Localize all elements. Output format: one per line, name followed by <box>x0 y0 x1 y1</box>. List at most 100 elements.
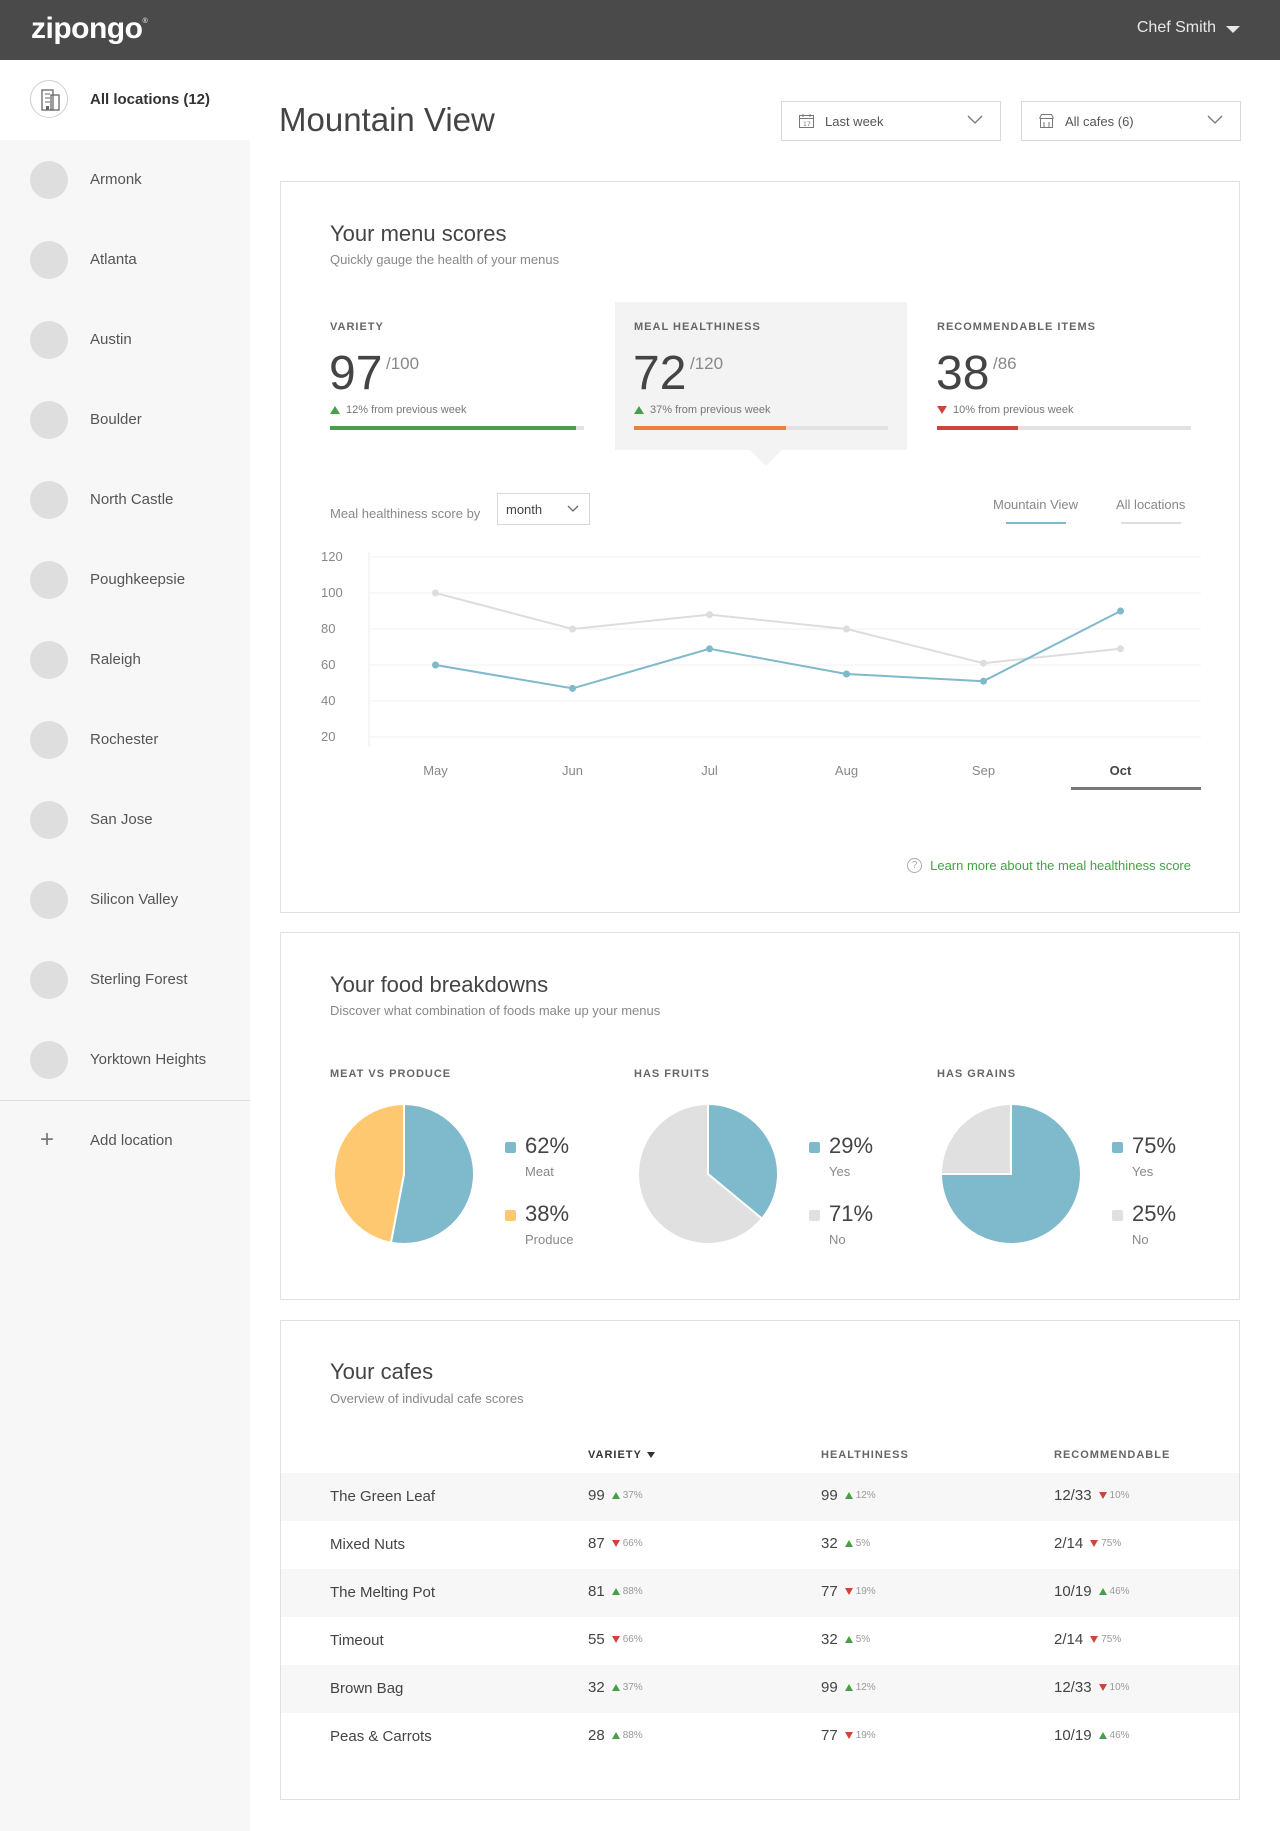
sidebar-item-armonk[interactable]: Armonk <box>0 140 250 220</box>
data-point[interactable] <box>432 661 439 669</box>
pie-slice-meat[interactable] <box>389 1103 475 1245</box>
data-point[interactable] <box>980 677 987 685</box>
location-avatar <box>30 161 68 199</box>
score-tile-meal-healthiness[interactable]: MEAL HEALTHINESS 72/120 37% from previous … <box>615 302 907 466</box>
cafe-score-delta-text: 19% <box>855 1730 876 1741</box>
pie-slice-produce[interactable] <box>333 1103 405 1244</box>
location-avatar <box>30 481 68 519</box>
period-select-value: month <box>506 502 543 517</box>
cafe-score-value: 81 <box>588 1583 605 1600</box>
cafe-score-delta-text: 19% <box>855 1586 876 1597</box>
series-line-all-locations <box>435 592 1121 665</box>
table-row[interactable]: Peas & Carrots 28 88% 77 19% 10/19 46% <box>281 1713 1239 1761</box>
sidebar-item-poughkeepsie[interactable]: Poughkeepsie <box>0 540 250 620</box>
add-location-button[interactable]: + Add location <box>0 1101 250 1181</box>
x-tick-label[interactable]: Sep <box>972 763 995 778</box>
user-menu[interactable]: Chef Smith <box>1137 19 1240 37</box>
cafe-score-delta: 10% <box>1098 1490 1130 1501</box>
chart-by-label: Meal healthiness score by <box>330 506 481 521</box>
data-point[interactable] <box>1117 607 1124 615</box>
zipongo-logo[interactable]: zipongo® <box>31 12 148 45</box>
cafe-score-delta-text: 10% <box>1109 1682 1130 1693</box>
data-point[interactable] <box>569 625 576 633</box>
pie-label: HAS FRUITS <box>634 1068 710 1080</box>
column-header-healthiness[interactable]: HEALTHINESS <box>821 1449 909 1461</box>
tab-active-underline <box>1005 522 1066 524</box>
cafe-score-delta: 19% <box>844 1730 876 1741</box>
sidebar-item-atlanta[interactable]: Atlanta <box>0 220 250 300</box>
arrow-up-icon <box>611 1588 620 1595</box>
tab-mountain-view[interactable]: Mountain View <box>993 497 1078 524</box>
sidebar-item-austin[interactable]: Austin <box>0 300 250 380</box>
pie-block-meat-vs-produce: MEAT VS PRODUCE 62% Meat 38% Produce <box>330 1068 630 1268</box>
legend-swatch <box>505 1210 516 1221</box>
cafe-score-value: 12/33 <box>1054 1679 1092 1696</box>
legend-swatch <box>1112 1210 1123 1221</box>
sidebar-item-north-castle[interactable]: North Castle <box>0 460 250 540</box>
table-row[interactable]: The Green Leaf 99 37% 99 12% 12/33 10% <box>281 1473 1239 1521</box>
table-row[interactable]: Brown Bag 32 37% 99 12% 12/33 10% <box>281 1665 1239 1713</box>
x-tick-label[interactable]: Jun <box>562 763 583 778</box>
sidebar-item-silicon-valley[interactable]: Silicon Valley <box>0 860 250 940</box>
sidebar-item-label: North Castle <box>90 491 174 508</box>
data-point[interactable] <box>706 645 713 653</box>
cafe-score-cell: 2/14 75% <box>1054 1631 1121 1648</box>
sidebar-item-san-jose[interactable]: San Jose <box>0 780 250 860</box>
sidebar-item-boulder[interactable]: Boulder <box>0 380 250 460</box>
sidebar-item-rochester[interactable]: Rochester <box>0 700 250 780</box>
data-point[interactable] <box>706 611 713 619</box>
column-header-variety[interactable]: VARIETY <box>588 1449 655 1461</box>
cafe-score-delta-text: 12% <box>855 1490 876 1501</box>
cafe-score-delta: 5% <box>844 1634 870 1645</box>
pie-slice-no[interactable] <box>940 1103 1012 1175</box>
sidebar-item-yorktown-heights[interactable]: Yorktown Heights <box>0 1020 250 1100</box>
data-point[interactable] <box>1117 645 1124 653</box>
y-tick-label: 100 <box>321 585 343 600</box>
legend-percent: 38% <box>525 1201 570 1226</box>
learn-more-link[interactable]: ? Learn more about the meal healthiness … <box>907 858 1191 873</box>
location-avatar <box>30 401 68 439</box>
table-row[interactable]: Timeout 55 66% 32 5% 2/14 75% <box>281 1617 1239 1665</box>
data-point[interactable] <box>843 670 850 678</box>
tab-all-locations[interactable]: All locations <box>1116 497 1185 524</box>
pie-slice-no[interactable] <box>637 1103 764 1245</box>
location-avatar <box>30 1041 68 1079</box>
top-bar: zipongo® Chef Smith <box>0 0 1280 60</box>
x-tick-label[interactable]: Jul <box>701 763 718 778</box>
cafe-score-delta-text: 88% <box>622 1730 643 1741</box>
column-header-recommendable[interactable]: RECOMMENDABLE <box>1054 1449 1171 1461</box>
data-point[interactable] <box>432 589 439 597</box>
cafe-score-cell: 32 5% <box>821 1535 870 1552</box>
data-point[interactable] <box>569 684 576 692</box>
period-select[interactable]: month <box>497 493 590 525</box>
x-tick-label[interactable]: Oct <box>1110 763 1132 778</box>
date-range-select[interactable]: 17 Last week <box>781 101 1001 141</box>
data-point[interactable] <box>980 659 987 667</box>
cafe-score-delta: 19% <box>844 1586 876 1597</box>
x-tick-label[interactable]: Aug <box>835 763 858 778</box>
cafe-score-cell: 10/19 46% <box>1054 1727 1130 1744</box>
score-tile-variety[interactable]: VARIETY 97/100 12% from previous week <box>311 302 603 450</box>
location-avatar <box>30 721 68 759</box>
cafe-score-cell: 81 88% <box>588 1583 643 1600</box>
y-tick-label: 20 <box>321 729 335 744</box>
location-avatar <box>30 241 68 279</box>
sidebar-item-all-locations[interactable]: All locations (12) <box>0 60 250 140</box>
legend-name: No <box>829 1232 846 1247</box>
table-row[interactable]: Mixed Nuts 87 66% 32 5% 2/14 75% <box>281 1521 1239 1569</box>
sidebar-item-label: Sterling Forest <box>90 971 188 988</box>
cafe-score-delta: 12% <box>844 1490 876 1501</box>
legend-name: Yes <box>829 1164 851 1179</box>
sidebar-item-raleigh[interactable]: Raleigh <box>0 620 250 700</box>
table-row[interactable]: The Melting Pot 81 88% 77 19% 10/19 46% <box>281 1569 1239 1617</box>
legend-swatch <box>809 1142 820 1153</box>
chevron-down-icon <box>1207 115 1223 124</box>
cafe-score-cell: 12/33 10% <box>1054 1487 1130 1504</box>
cafe-select[interactable]: All cafes (6) <box>1021 101 1241 141</box>
pie-slice-yes[interactable] <box>707 1103 779 1221</box>
score-tile-recommendable-items[interactable]: RECOMMENDABLE ITEMS 38/86 10% from previou… <box>918 302 1210 450</box>
sidebar-item-sterling-forest[interactable]: Sterling Forest <box>0 940 250 1020</box>
cafe-score-delta-text: 37% <box>622 1490 643 1501</box>
x-tick-label[interactable]: May <box>423 763 448 778</box>
data-point[interactable] <box>843 625 850 633</box>
